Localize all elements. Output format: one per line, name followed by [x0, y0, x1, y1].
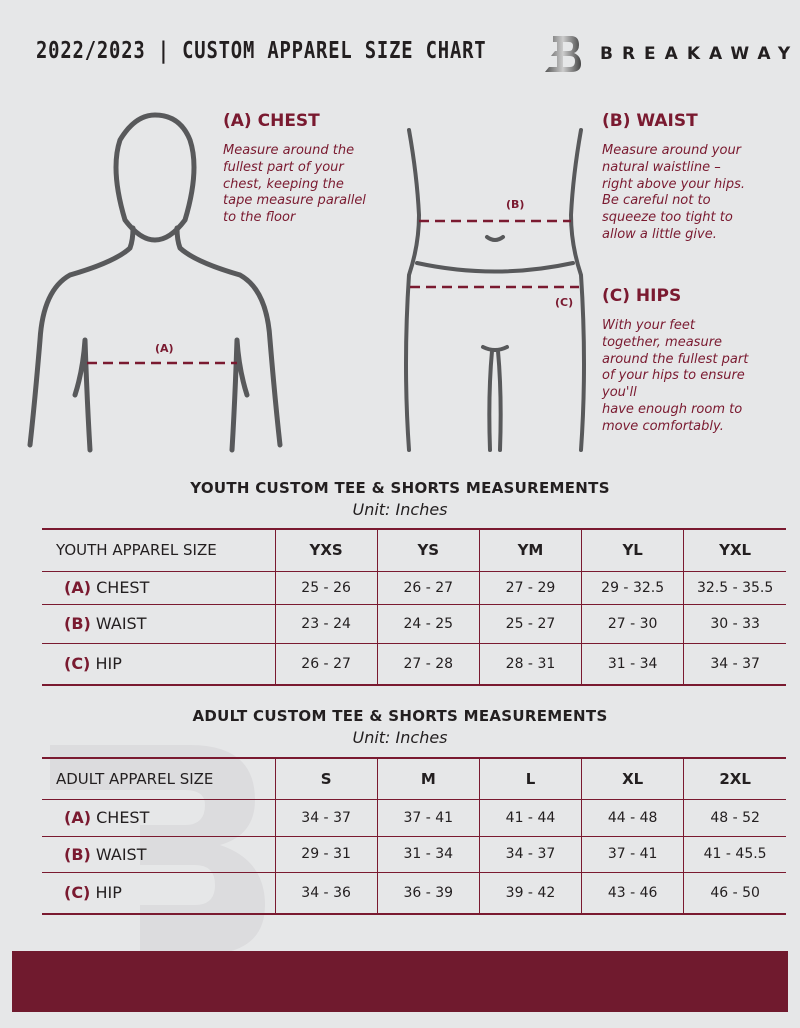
cell: 26 - 27	[376, 570, 480, 605]
size-col: YS	[376, 528, 480, 572]
size-header: ADULT APPAREL SIZE	[42, 757, 276, 800]
row-name: CHEST	[96, 808, 150, 827]
cell: 43 - 46	[581, 871, 685, 915]
row-code: (A)	[64, 578, 92, 597]
row-name: WAIST	[95, 844, 147, 864]
chest-description: Measure around the fullest part of your …	[223, 143, 366, 226]
cell: 44 - 48	[581, 798, 685, 837]
table-row: (A) CHEST 34 - 37 37 - 41 41 - 44 44 - 48 48 …	[42, 798, 786, 837]
row-code: (B)	[64, 844, 91, 864]
row-name: HIP	[95, 654, 122, 674]
cell: 36 - 39	[376, 871, 480, 915]
table-row: (B) WAIST 29 - 31 31 - 34 34 - 37 37 - 41 41 …	[42, 835, 786, 873]
hips-heading: (C) HIPS	[602, 286, 682, 306]
cell: 32.5 - 35.5	[683, 570, 786, 605]
row-label: (A) CHEST	[42, 798, 276, 837]
row-label: (B) WAIST	[42, 835, 276, 873]
cell: 27 - 30	[581, 603, 685, 644]
hips-description: With your feet together, measure around …	[602, 318, 749, 434]
waist-marker: (B)	[506, 198, 525, 211]
chest-heading: (A) CHEST	[223, 111, 320, 131]
size-header: YOUTH APPAREL SIZE	[42, 528, 276, 572]
page-title: 2022/2023 | CUSTOM APPAREL SIZE CHART	[36, 38, 487, 64]
row-label: (A) CHEST	[42, 570, 276, 605]
cell: 37 - 41	[581, 835, 685, 873]
cell: 34 - 37	[478, 835, 583, 873]
adult-table-title: ADULT CUSTOM TEE & SHORTS MEASUREMENTS	[192, 707, 608, 725]
row-label: (B) WAIST	[42, 603, 276, 644]
size-col: YL	[581, 528, 685, 572]
cell: 27 - 29	[478, 570, 583, 605]
row-name: WAIST	[95, 614, 147, 633]
cell: 29 - 32.5	[581, 570, 685, 605]
table-row: (C) HIP 26 - 27 27 - 28 28 - 31 31 - 34 34 - …	[42, 642, 786, 686]
cell: 48 - 52	[683, 798, 786, 837]
row-name: HIP	[95, 883, 122, 903]
cell: 26 - 27	[274, 642, 378, 686]
adult-unit: Unit: Inches	[352, 728, 448, 747]
cell: 30 - 33	[683, 603, 786, 644]
cell: 31 - 34	[376, 835, 480, 873]
row-name: CHEST	[96, 578, 150, 597]
cell: 41 - 44	[478, 798, 583, 837]
cell: 39 - 42	[478, 871, 583, 915]
table-row: (B) WAIST 23 - 24 24 - 25 25 - 27 27 - 30 30 …	[42, 603, 786, 644]
cell: 34 - 36	[274, 871, 378, 915]
brand-name: BREAKAWAY	[600, 44, 800, 64]
cell: 41 - 45.5	[683, 835, 786, 873]
row-label: (C) HIP	[42, 871, 276, 915]
cell: 29 - 31	[274, 835, 378, 873]
table-header-row: ADULT APPAREL SIZE S M L XL 2XL	[42, 757, 786, 800]
row-code: (A)	[64, 808, 92, 827]
waist-description: Measure around your natural waistline – …	[602, 143, 746, 242]
breakaway-logo-icon	[545, 36, 581, 72]
size-col: L	[478, 757, 583, 800]
cell: 24 - 25	[376, 603, 480, 644]
size-col: YXL	[683, 528, 786, 572]
hips-marker: (C)	[555, 296, 574, 309]
youth-size-table: YOUTH APPAREL SIZE YXS YS YM YL YXL (A) CHES…	[42, 528, 786, 686]
size-col: S	[274, 757, 378, 800]
upper-body-illustration	[27, 112, 283, 453]
size-col: YXS	[274, 528, 378, 572]
row-label: (C) HIP	[42, 642, 276, 686]
cell: 27 - 28	[376, 642, 480, 686]
cell: 31 - 34	[581, 642, 685, 686]
youth-table-title: YOUTH CUSTOM TEE & SHORTS MEASUREMENTS	[190, 479, 610, 497]
cell: 28 - 31	[478, 642, 583, 686]
row-code: (B)	[64, 614, 91, 633]
cell: 34 - 37	[683, 642, 786, 686]
youth-unit: Unit: Inches	[352, 500, 448, 519]
cell: 25 - 26	[274, 570, 378, 605]
adult-size-table: ADULT APPAREL SIZE S M L XL 2XL (A) CHEST 34 …	[42, 757, 786, 915]
footer-bar	[12, 951, 788, 1012]
cell: 34 - 37	[274, 798, 378, 837]
cell: 37 - 41	[376, 798, 480, 837]
size-col: XL	[581, 757, 685, 800]
cell: 23 - 24	[274, 603, 378, 644]
size-col: 2XL	[683, 757, 786, 800]
row-code: (C)	[64, 883, 91, 903]
table-row: (A) CHEST 25 - 26 26 - 27 27 - 29 29 - 32.5 3…	[42, 570, 786, 605]
lower-body-illustration	[404, 128, 586, 452]
size-col: M	[376, 757, 480, 800]
cell: 46 - 50	[683, 871, 786, 915]
cell: 25 - 27	[478, 603, 583, 644]
table-header-row: YOUTH APPAREL SIZE YXS YS YM YL YXL	[42, 528, 786, 572]
table-row: (C) HIP 34 - 36 36 - 39 39 - 42 43 - 46 46 - …	[42, 871, 786, 915]
size-col: YM	[478, 528, 583, 572]
waist-heading: (B) WAIST	[602, 111, 698, 131]
chest-marker: (A)	[155, 342, 174, 355]
row-code: (C)	[64, 654, 91, 674]
